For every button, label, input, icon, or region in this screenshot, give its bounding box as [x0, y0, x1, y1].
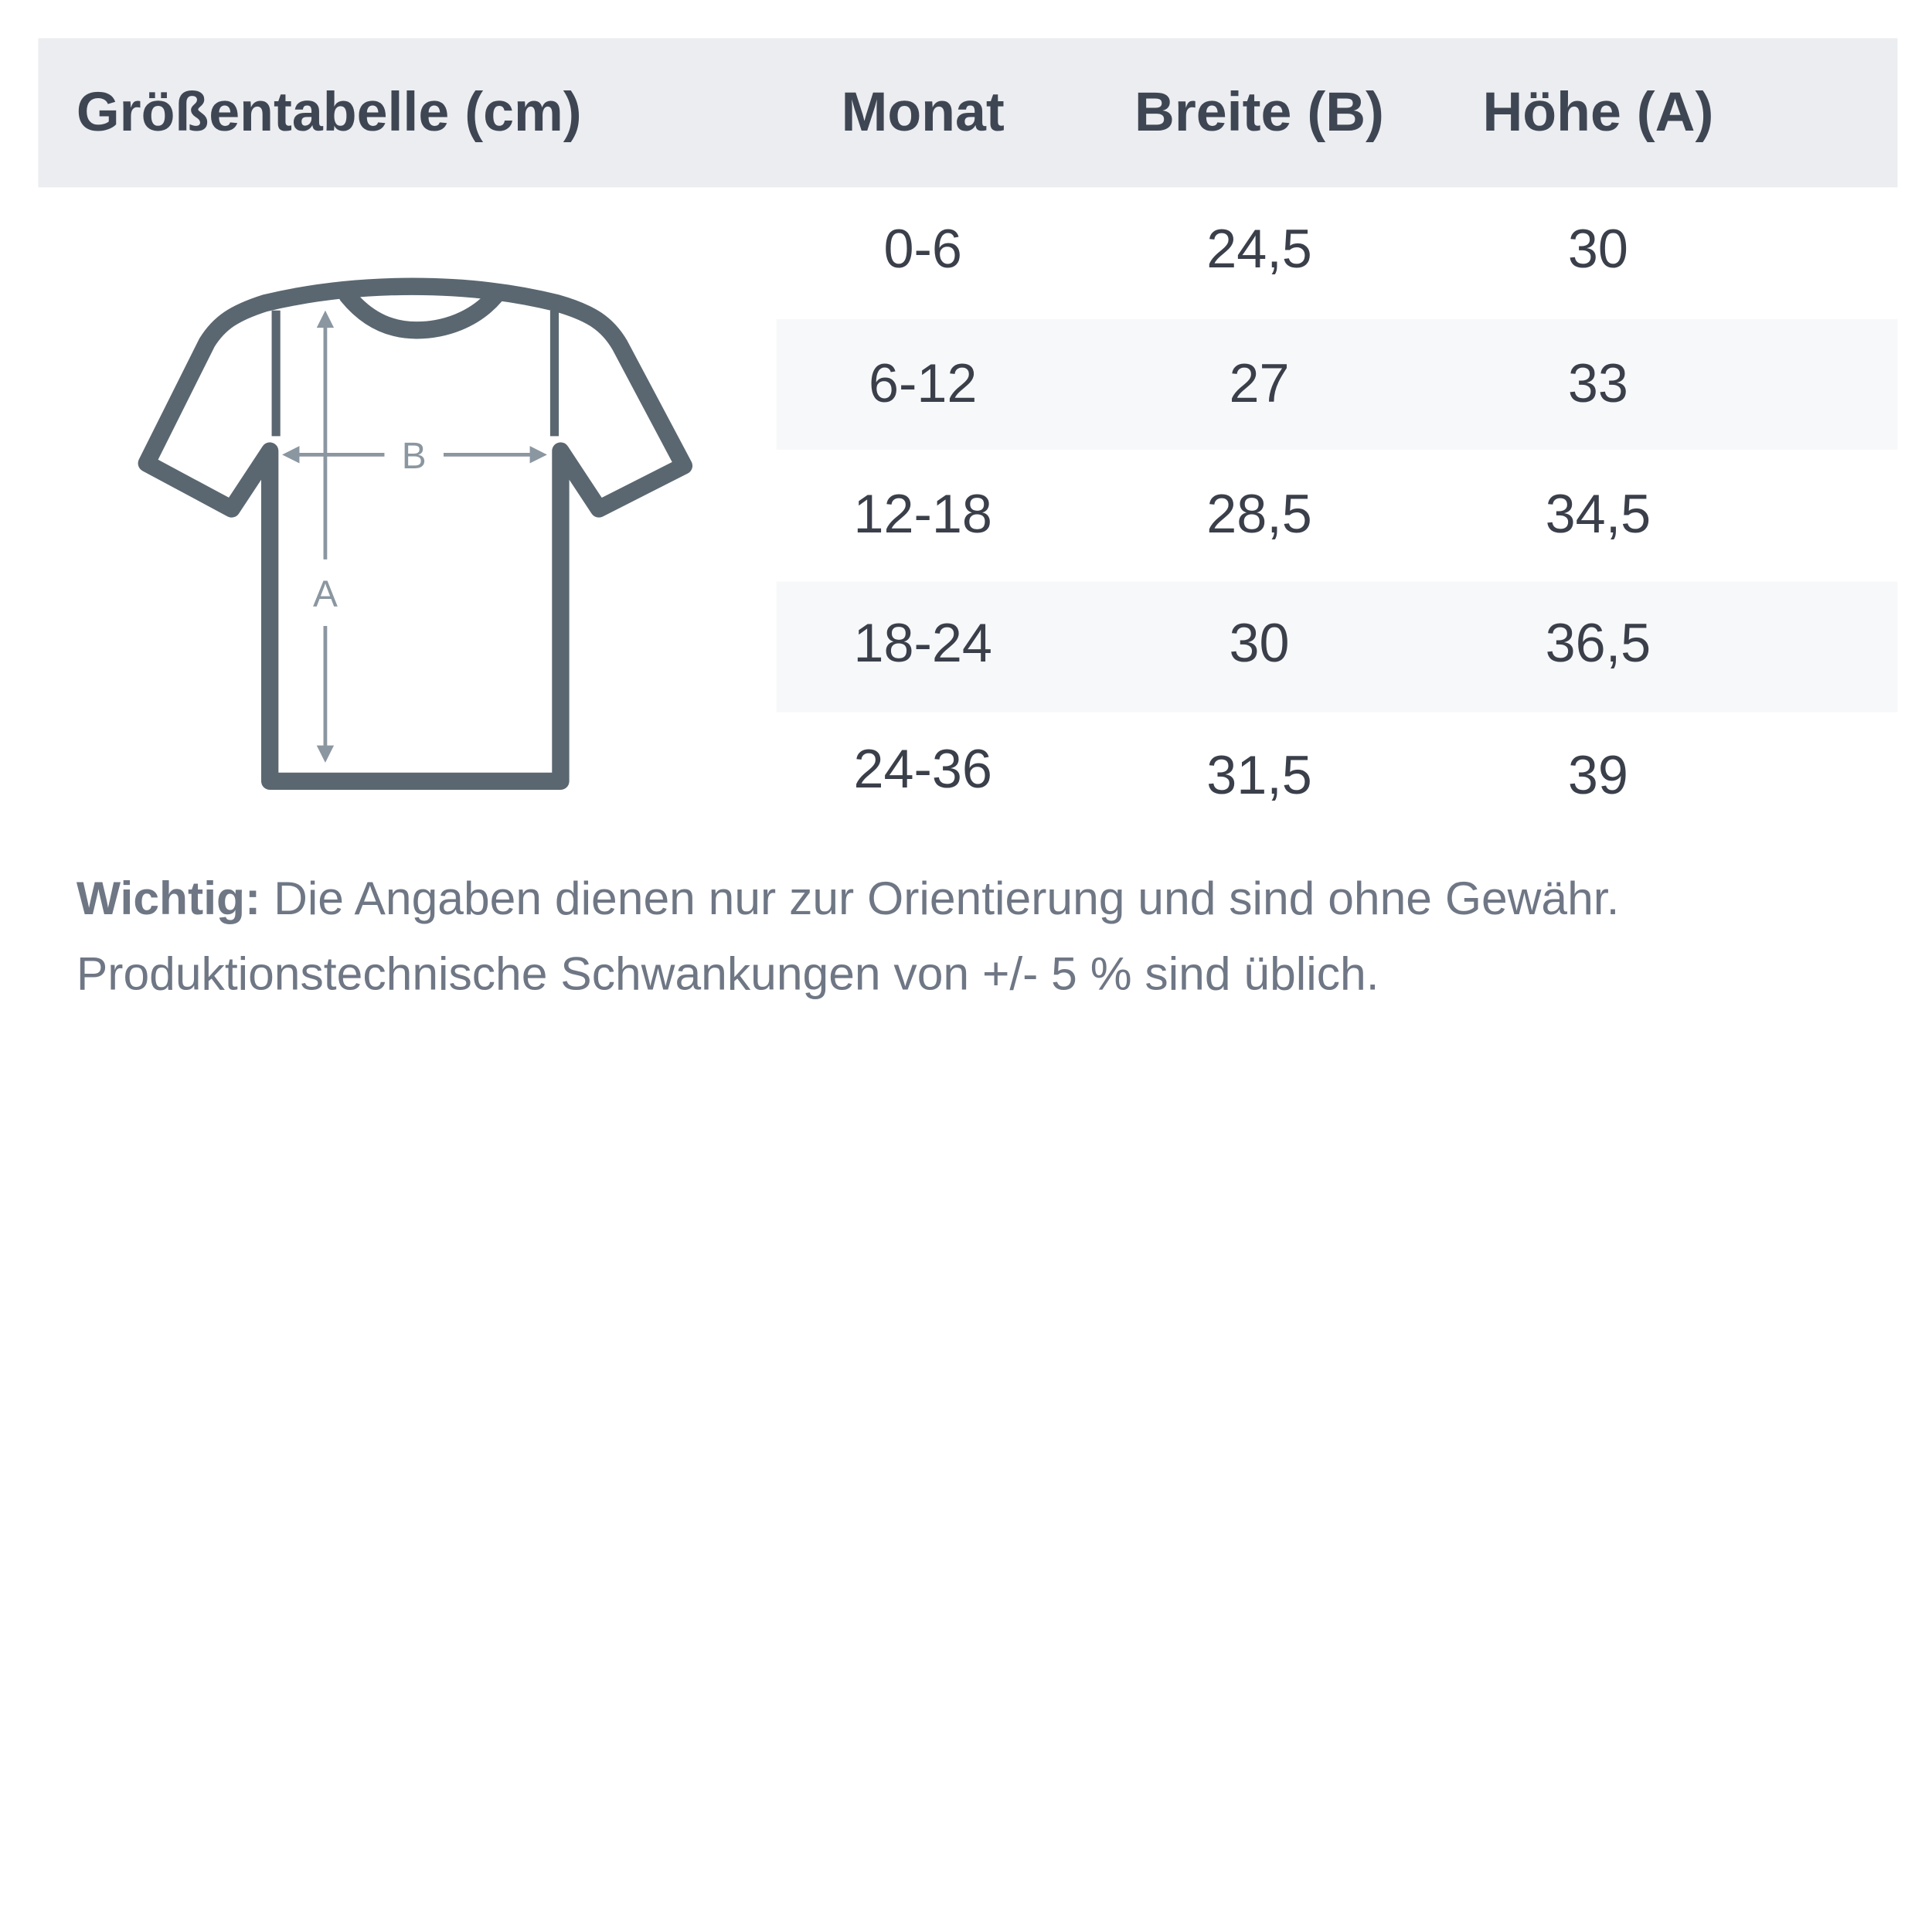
height-label: A [313, 573, 338, 614]
cell-width: 30 [1229, 614, 1290, 675]
note-label: Wichtig: [76, 873, 261, 926]
column-header-month: Monat [841, 80, 1005, 143]
note-text: Die Angaben dienen nur zur Orientierung … [76, 873, 1620, 1001]
width-label: B [402, 436, 427, 477]
row-stripe [776, 581, 1898, 713]
cell-width: 28,5 [1206, 484, 1312, 545]
cell-width: 24,5 [1206, 219, 1312, 280]
table-header [38, 38, 1898, 188]
row-stripe [776, 318, 1898, 450]
cell-height: 33 [1567, 353, 1628, 414]
tshirt-diagram: B A [138, 277, 693, 791]
disclaimer-note: Wichtig: Die Angaben dienen nur zur Orie… [77, 862, 1876, 1013]
measurement-arrows [282, 310, 547, 763]
cell-height: 30 [1567, 219, 1628, 280]
cell-month: 18-24 [853, 614, 992, 675]
cell-height: 34,5 [1545, 484, 1651, 545]
cell-height: 39 [1567, 745, 1628, 806]
cell-width: 27 [1229, 353, 1290, 414]
cell-month: 0-6 [883, 219, 962, 280]
cell-width: 31,5 [1206, 745, 1312, 806]
cell-month: 6-12 [868, 353, 978, 414]
column-header-height: Höhe (A) [1482, 80, 1714, 143]
column-header-width: Breite (B) [1134, 80, 1384, 143]
cell-month: 12-18 [853, 484, 992, 545]
cell-month: 24-36 [853, 739, 992, 800]
page-title: Größentabelle (cm) [76, 80, 582, 143]
cell-height: 36,5 [1545, 614, 1651, 675]
tshirt-icon [138, 277, 693, 791]
